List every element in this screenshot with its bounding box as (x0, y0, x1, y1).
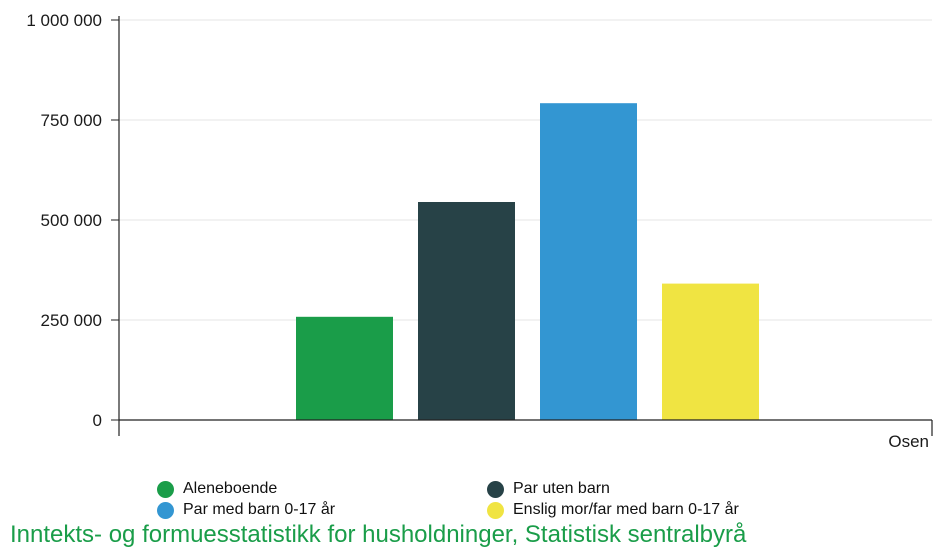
legend-dot-icon (487, 480, 504, 498)
legend-dot-icon (157, 480, 174, 498)
y-tick-label: 0 (93, 411, 102, 430)
y-tick-label: 500 000 (41, 211, 102, 230)
y-tick-label: 250 000 (41, 311, 102, 330)
bar-chart: 0 250 000 500 000 750 000 1 000 000 Osen (26, 11, 933, 451)
bar (662, 283, 759, 420)
bar (540, 103, 637, 420)
legend-dot-icon (487, 501, 504, 519)
legend-dot-icon (157, 501, 174, 519)
legend-item-enslig-mor-far[interactable]: Enslig mor/far med barn 0-17 år (487, 501, 739, 519)
legend-label: Par uten barn (513, 480, 610, 497)
x-tick-label: Osen (888, 432, 929, 451)
legend-item-par-uten-barn[interactable]: Par uten barn (487, 480, 610, 498)
legend-item-aleneboende[interactable]: Aleneboende (157, 480, 277, 498)
legend-label: Enslig mor/far med barn 0-17 år (513, 501, 739, 518)
bar (296, 316, 393, 420)
source-credit: Inntekts- og formuesstatistikk for husho… (10, 521, 747, 548)
legend-label: Aleneboende (183, 480, 278, 497)
legend-label: Par med barn 0-17 år (183, 501, 336, 518)
y-tick-label: 1 000 000 (26, 11, 102, 30)
y-tick-label: 750 000 (41, 111, 102, 130)
bar (418, 202, 515, 420)
legend-item-par-med-barn[interactable]: Par med barn 0-17 år (157, 501, 335, 519)
